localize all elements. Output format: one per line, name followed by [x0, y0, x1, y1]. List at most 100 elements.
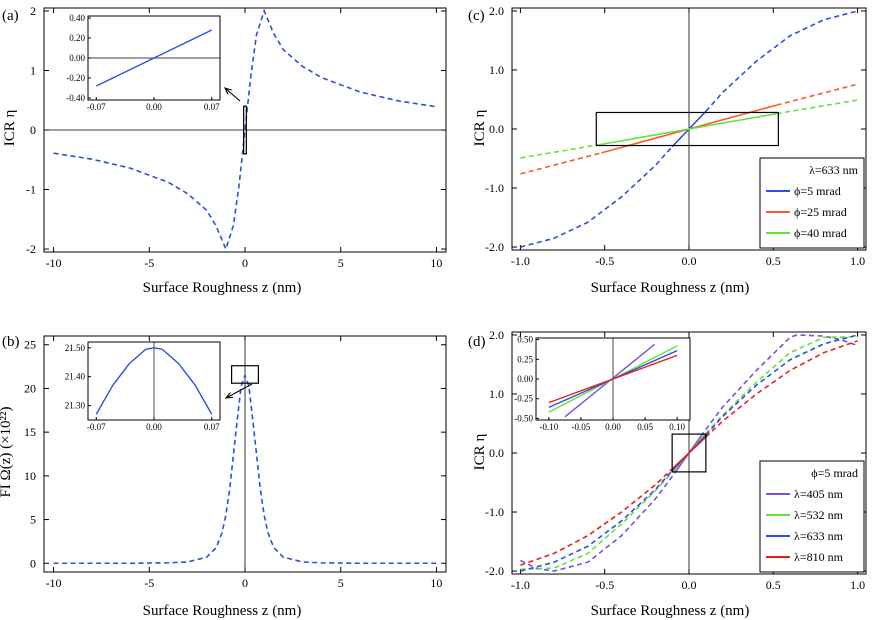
y-tick-label: -1	[26, 183, 36, 197]
x-axis-title: Surface Roughness z (nm)	[143, 280, 302, 296]
x-tick-label: -1.0	[511, 578, 530, 592]
x-tick-label: 0	[242, 256, 248, 270]
inset-y-tick-label: 0.00	[517, 374, 533, 384]
annotation-arrow-a	[224, 87, 241, 102]
panel-letter: (d)	[468, 334, 486, 350]
series-line-solid	[601, 112, 777, 146]
series-1	[53, 372, 437, 565]
panel-letter: (c)	[468, 8, 485, 24]
inset-x-tick-label: 0.05	[637, 422, 653, 432]
y-tick-label: 1.0	[489, 387, 504, 401]
x-tick-label: 0.5	[766, 254, 781, 268]
series-line-dashed	[520, 143, 602, 159]
inset-y-tick-label: 21.50	[65, 343, 86, 353]
panel-4: (d) -1.0 -0.5 0.0 0.5 1.0 2.0 1.0 0.0 -1.0 -2.0 Sur…	[468, 328, 867, 619]
y-tick-label: 0	[30, 556, 36, 570]
series-line-dashed	[705, 10, 858, 112]
series-line-dashed	[776, 99, 858, 115]
y-tick-label: 2.0	[489, 328, 504, 342]
legend-label: λ=633 nm	[794, 529, 844, 543]
x-axis-title: Surface Roughness z (nm)	[591, 280, 750, 296]
series-line-dashed	[705, 340, 858, 438]
x-tick-label: 10	[430, 256, 442, 270]
legend: λ=633 nm ϕ=5 mrad ϕ=25 mrad ϕ=40 mrad	[759, 157, 865, 249]
x-tick-label: -0.5	[595, 578, 614, 592]
inset: -0.10 -0.05 0.00 0.05 0.10 0.50 0.25 0.00 -0.25 -…	[514, 335, 691, 432]
y-tick-label: 2	[30, 4, 36, 18]
series-4	[520, 340, 858, 566]
y-tick-label: -2	[26, 242, 36, 256]
y-tick-label: 20	[24, 381, 36, 395]
series-line-dashed	[705, 334, 858, 436]
y-tick-label: -1.0	[485, 505, 504, 519]
series-3	[520, 99, 858, 159]
y-tick-label: 25	[24, 338, 36, 352]
inset-y-tick-label: -0.50	[514, 413, 533, 423]
inset-series-line	[548, 354, 678, 404]
y-tick-label: 1.0	[489, 63, 504, 77]
legend-frame	[759, 460, 865, 573]
inset-x-tick-label: -0.05	[572, 422, 591, 432]
annotation-arrow-b	[225, 383, 253, 399]
panel-2: (b) -10 -5 0 5 10 0 5 10 15 20 25 Surface Roughness …	[0, 334, 447, 619]
inset-series-line	[95, 347, 213, 415]
zoom-box	[671, 433, 707, 473]
inset-x-tick-label: -0.10	[539, 422, 558, 432]
x-axis-title: Surface Roughness z (nm)	[591, 603, 750, 619]
series-line-dashed	[520, 468, 673, 566]
inset-y-tick-label: 0.25	[517, 354, 533, 364]
legend-label: ϕ=40 mrad	[794, 226, 847, 240]
x-tick-label: 1.0	[850, 578, 865, 592]
zoom-box	[595, 111, 779, 147]
zoom-box	[243, 105, 247, 155]
series-line	[53, 372, 437, 565]
inset-x-tick-label: 0.00	[146, 422, 162, 432]
series-line-dashed	[520, 146, 673, 248]
y-axis-title: ICR η	[2, 110, 18, 147]
inset-x-tick-label: 0.07	[204, 422, 220, 432]
y-tick-label: 0.0	[489, 122, 504, 136]
x-tick-label: 5	[338, 256, 344, 270]
series-line-dashed	[520, 470, 673, 572]
y-tick-label: 5	[30, 513, 36, 527]
y-tick-label: 1	[30, 63, 36, 77]
annotation-arrow-a-head	[223, 87, 232, 95]
x-tick-label: -0.5	[595, 254, 614, 268]
panel-3: (c) -1.0 -0.5 0.0 0.5 1.0 2.0 1.0 0.0 -1.0 -2.0 Sur…	[468, 4, 867, 296]
inset-y-tick-label: 0.40	[69, 13, 85, 23]
inset-series-line	[95, 29, 213, 87]
inset-x-tick-label: 0.10	[669, 422, 685, 432]
x-tick-label: 0	[242, 576, 248, 590]
y-tick-label: 10	[24, 469, 36, 483]
y-tick-label: 2.0	[489, 4, 504, 18]
inset-y-tick-label: -0.40	[66, 93, 85, 103]
inset-x-tick-label: 0.07	[204, 102, 220, 112]
series-line-dashed	[520, 469, 678, 572]
y-axis-title: ICR η	[472, 434, 488, 471]
inset-y-tick-label: -0.25	[514, 394, 533, 404]
series-line-dashed	[700, 334, 858, 437]
x-tick-label: 5	[338, 576, 344, 590]
zoom-box	[231, 365, 260, 384]
inset-x-tick-label: -0.07	[87, 102, 106, 112]
legend-label: ϕ=25 mrad	[794, 205, 847, 219]
legend: ϕ=5 mrad λ=405 nm λ=532 nm λ=633 nm λ=810 nm	[759, 460, 865, 573]
inset-x-tick-label: -0.07	[87, 422, 106, 432]
legend-label: λ=810 nm	[794, 550, 844, 564]
panel-letter: (a)	[2, 8, 19, 24]
x-tick-label: -5	[144, 256, 154, 270]
x-tick-label: -1.0	[511, 254, 530, 268]
legend-header: ϕ=5 mrad	[811, 466, 858, 480]
inset-x-tick-label: 0.00	[146, 102, 162, 112]
series-line-solid	[671, 436, 707, 470]
legend-label: λ=532 nm	[794, 508, 844, 522]
y-tick-label: 15	[24, 425, 36, 439]
inset: -0.07 0.00 0.07 21.50 21.40 21.30	[65, 341, 221, 432]
series-line-dashed	[705, 335, 858, 435]
x-tick-label: -10	[46, 576, 62, 590]
legend-label: ϕ=5 mrad	[794, 184, 841, 198]
inset-y-tick-label: -0.20	[66, 73, 85, 83]
panel-letter: (b)	[2, 334, 20, 350]
